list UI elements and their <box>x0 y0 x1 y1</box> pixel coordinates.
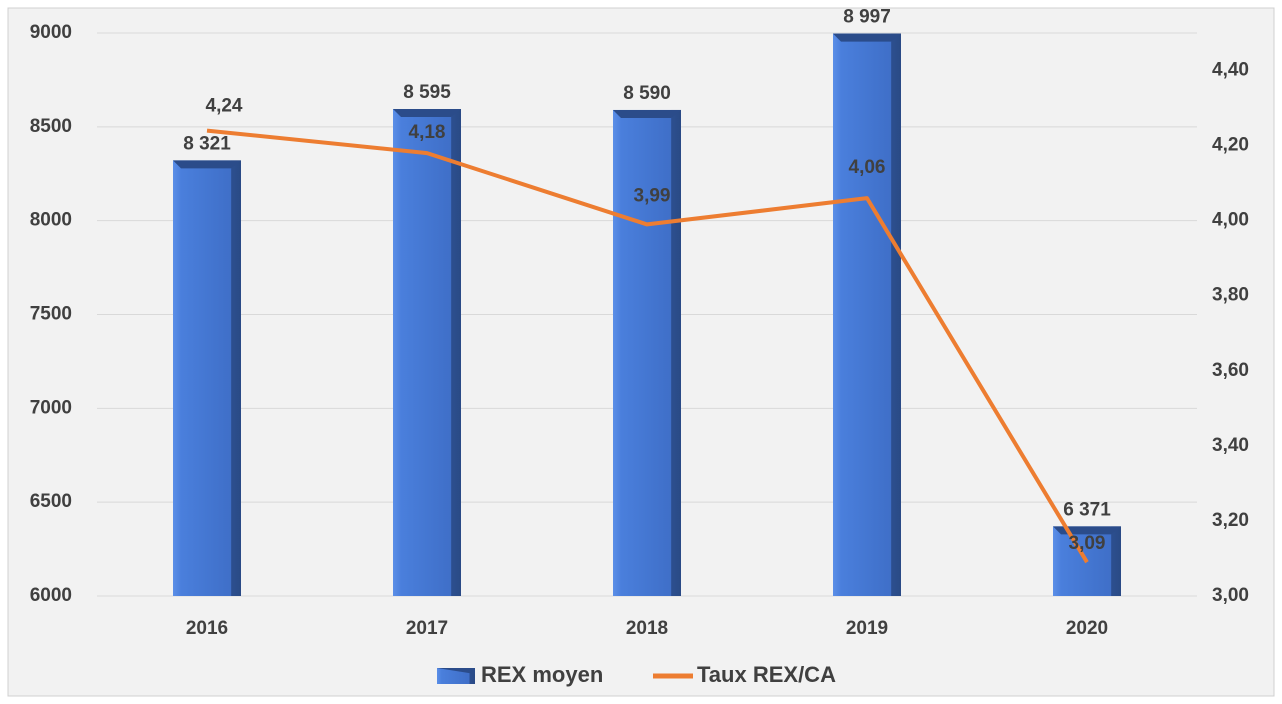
bar <box>613 109 681 597</box>
y-tick-label: 8000 <box>30 210 72 231</box>
legend-label: REX moyen <box>481 662 603 687</box>
line-value-label: 3,09 <box>1069 533 1106 554</box>
y-tick-label: 6000 <box>30 585 72 606</box>
y2-tick-label: 3,00 <box>1212 585 1249 606</box>
y-tick-label: 7500 <box>30 304 72 325</box>
y2-tick-label: 3,20 <box>1212 510 1249 531</box>
x-tick-label: 2016 <box>186 618 228 639</box>
y-tick-label: 8500 <box>30 116 72 137</box>
bar-value-label: 8 595 <box>403 82 451 103</box>
bar <box>393 109 461 596</box>
legend-label: Taux REX/CA <box>697 662 836 687</box>
y2-tick-label: 4,20 <box>1212 135 1249 156</box>
x-tick-label: 2020 <box>1066 618 1108 639</box>
y-tick-label: 7000 <box>30 397 72 418</box>
y2-tick-label: 4,40 <box>1212 60 1249 81</box>
bar <box>173 160 241 596</box>
bar <box>833 33 901 597</box>
bar-value-label: 6 371 <box>1063 499 1111 520</box>
line-value-label: 3,99 <box>634 185 671 206</box>
x-tick-label: 2018 <box>626 618 668 639</box>
x-tick-label: 2019 <box>846 618 888 639</box>
line <box>206 128 1089 564</box>
y2-tick-label: 4,00 <box>1212 210 1249 231</box>
y-tick-label: 6500 <box>30 491 72 512</box>
bar-top <box>393 109 461 118</box>
y2-tick-label: 3,80 <box>1212 285 1249 306</box>
y2-tick-label: 3,40 <box>1212 435 1249 456</box>
y-tick-label: 9000 <box>30 22 72 43</box>
line-value-label: 4,06 <box>849 157 886 178</box>
bar-top <box>613 109 681 118</box>
line-value-label: 4,24 <box>206 96 243 117</box>
bar-top <box>833 33 901 42</box>
bar-value-label: 8 590 <box>623 83 671 104</box>
legend-swatch-top <box>437 668 475 674</box>
bar-top <box>173 160 241 169</box>
bar-value-label: 8 997 <box>843 7 891 28</box>
line-value-label: 4,18 <box>409 122 446 143</box>
y2-tick-label: 3,60 <box>1212 360 1249 381</box>
bar-value-label: 8 321 <box>183 133 231 154</box>
x-tick-label: 2017 <box>406 618 448 639</box>
